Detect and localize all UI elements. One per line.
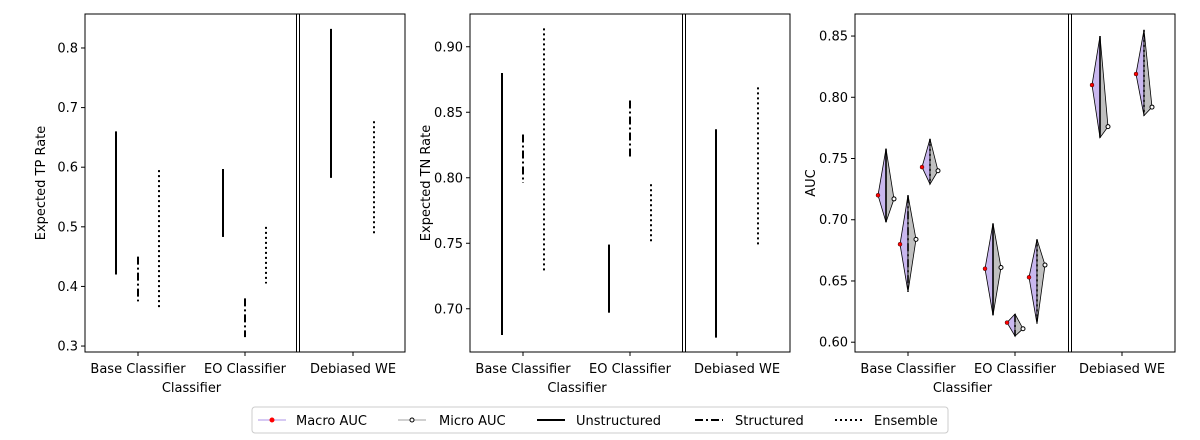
y-axis-label: AUC bbox=[804, 169, 819, 197]
x-axis-label: Classifier bbox=[933, 381, 993, 396]
x-tick-label: EO Classifier bbox=[974, 362, 1057, 377]
macro-auc-point bbox=[1089, 82, 1095, 88]
legend-label: Structured bbox=[735, 414, 804, 429]
micro-auc-point bbox=[1105, 124, 1111, 130]
legend-label: Macro AUC bbox=[296, 414, 367, 429]
macro-auc-point bbox=[875, 193, 881, 198]
macro-auc-violin bbox=[1028, 239, 1038, 324]
legend-label: Ensemble bbox=[874, 414, 938, 429]
legend: Macro AUC Micro AUC Unstructured Structured… bbox=[251, 406, 949, 434]
micro-auc-violin bbox=[1036, 239, 1046, 324]
micro-auc-violin bbox=[929, 138, 939, 186]
micro-auc-violin bbox=[907, 195, 917, 293]
x-tick-label: Base Classifier bbox=[860, 362, 956, 377]
legend-label: Micro AUC bbox=[439, 414, 506, 429]
x-tick-label: EO Classifier bbox=[204, 362, 287, 377]
legend-label: Unstructured bbox=[576, 414, 661, 429]
micro-auc-point bbox=[998, 265, 1004, 270]
legend-micro-marker bbox=[409, 417, 415, 423]
x-tick-label: EO Classifier bbox=[589, 362, 672, 377]
y-tick-label: 0.70 bbox=[434, 302, 463, 317]
micro-auc-violin bbox=[1099, 36, 1109, 139]
y-tick-label: 0.70 bbox=[819, 213, 848, 228]
macro-auc-violin bbox=[877, 148, 887, 223]
macro-auc-point bbox=[897, 242, 903, 247]
y-tick-label: 0.3 bbox=[57, 340, 78, 355]
x-tick-label: Base Classifier bbox=[90, 362, 186, 377]
micro-auc-point bbox=[913, 236, 919, 242]
y-tick-label: 0.8 bbox=[57, 41, 78, 56]
x-axis-label: Classifier bbox=[547, 381, 607, 396]
micro-auc-violin bbox=[885, 148, 895, 223]
micro-auc-point bbox=[1149, 104, 1155, 110]
y-axis-label: Expected TP Rate bbox=[34, 126, 49, 241]
y-tick-label: 0.85 bbox=[434, 106, 463, 121]
plot-frame bbox=[469, 13, 791, 353]
legend-macro-marker bbox=[269, 417, 275, 423]
macro-auc-violin bbox=[921, 138, 931, 185]
micro-auc-point bbox=[1042, 262, 1048, 268]
y-tick-label: 0.75 bbox=[819, 152, 848, 167]
x-tick-label: Debiased WE bbox=[1079, 362, 1165, 377]
y-tick-label: 0.4 bbox=[57, 280, 78, 295]
macro-auc-point bbox=[919, 164, 925, 170]
macro-auc-point bbox=[1004, 320, 1010, 325]
y-tick-label: 0.5 bbox=[57, 220, 78, 235]
y-tick-label: 0.90 bbox=[434, 40, 463, 55]
y-tick-label: 0.65 bbox=[819, 274, 848, 289]
micro-auc-point bbox=[891, 196, 897, 202]
macro-auc-point bbox=[982, 266, 988, 271]
y-tick-label: 0.75 bbox=[434, 237, 463, 252]
macro-auc-point bbox=[1133, 71, 1139, 77]
y-tick-label: 0.80 bbox=[819, 91, 848, 106]
micro-auc-point bbox=[935, 168, 941, 174]
micro-auc-point bbox=[1020, 326, 1026, 332]
macro-auc-violin bbox=[1006, 313, 1016, 338]
x-axis-label: Classifier bbox=[162, 381, 222, 396]
chart-panel-3: 0.60 0.65 0.70 0.75 0.80 0.85 Base Classifier E… bbox=[804, 13, 1176, 396]
x-tick-label: Base Classifier bbox=[475, 362, 571, 377]
chart-panel-2: 0.70 0.75 0.80 0.85 0.90 Base Classifier EO Cl… bbox=[419, 13, 791, 396]
chart-panel-1: 0.3 0.4 0.5 0.6 0.7 0.8 Base Classifier EO Clas… bbox=[34, 13, 406, 396]
legend-frame bbox=[251, 406, 949, 434]
y-tick-label: 0.6 bbox=[57, 161, 78, 176]
plot-frame bbox=[854, 13, 1176, 353]
y-tick-label: 0.85 bbox=[819, 30, 848, 45]
x-tick-label: Debiased WE bbox=[310, 362, 396, 377]
y-axis-label: Expected TN Rate bbox=[419, 125, 434, 241]
y-tick-label: 0.80 bbox=[434, 171, 463, 186]
y-tick-label: 0.60 bbox=[819, 336, 848, 351]
x-tick-label: Debiased WE bbox=[694, 362, 780, 377]
y-tick-label: 0.7 bbox=[57, 101, 78, 116]
micro-auc-violin bbox=[1143, 29, 1153, 117]
micro-auc-violin bbox=[1014, 313, 1024, 337]
macro-auc-point bbox=[1026, 275, 1032, 280]
